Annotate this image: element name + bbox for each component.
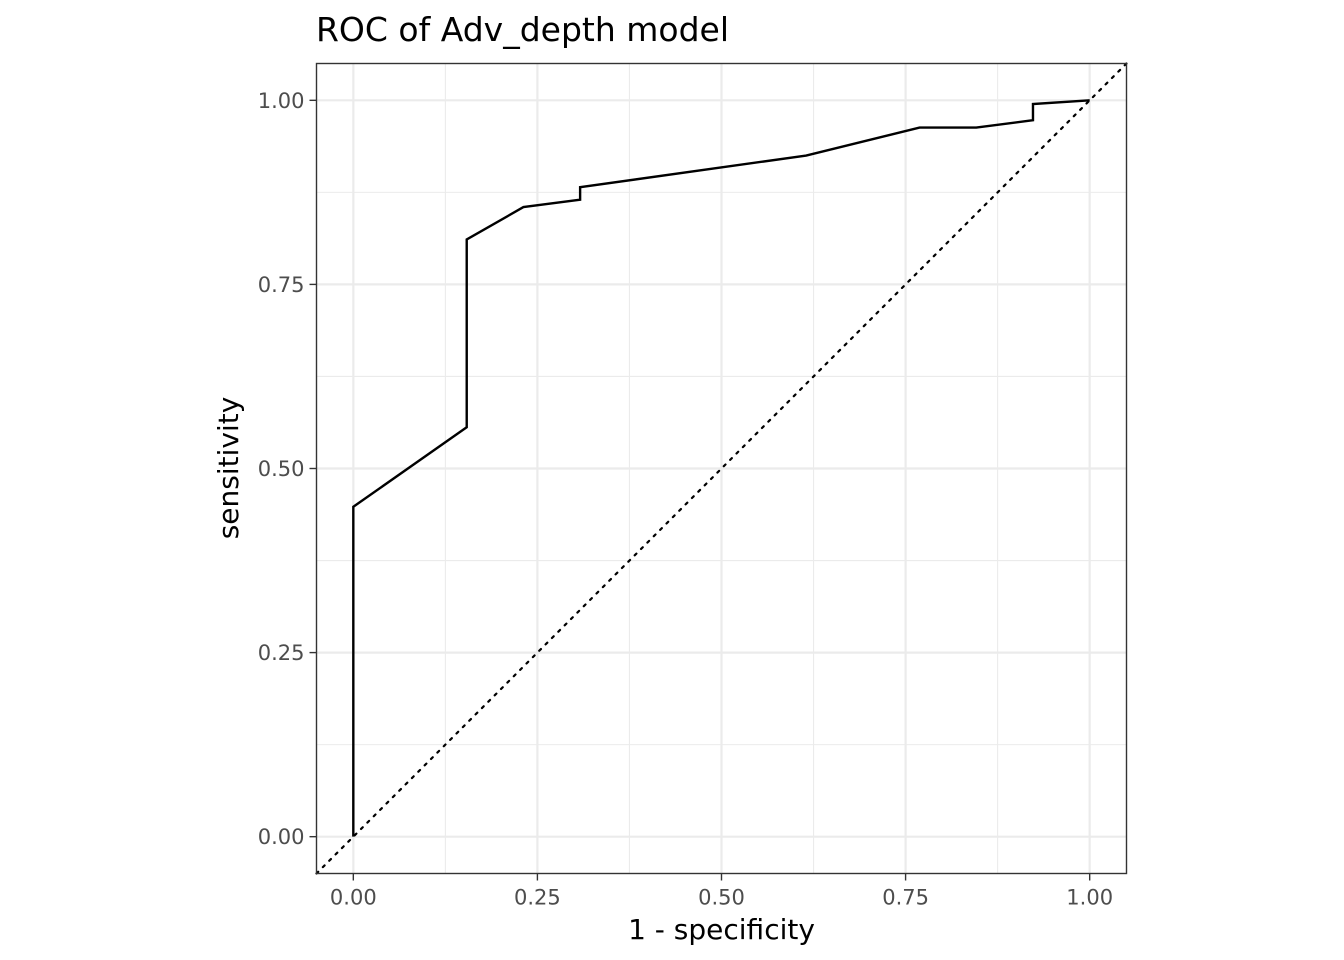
major-gridlines: [316, 63, 1127, 874]
roc-curve-line: [352, 99, 1090, 837]
y-tick-label: 0.00: [258, 825, 305, 849]
y-axis: 0.00 0.25 0.50 0.75 1.00: [258, 89, 317, 849]
series-layer: [315, 62, 1128, 875]
x-axis-title: 1 - specificity: [628, 913, 815, 946]
y-axis-title: sensitivity: [212, 397, 245, 540]
x-tick-label: 0.00: [330, 886, 377, 910]
y-tick-label: 0.50: [258, 457, 305, 481]
reference-diagonal-line: [315, 62, 1128, 875]
x-tick-label: 0.25: [514, 886, 561, 910]
x-tick-label: 0.50: [698, 886, 745, 910]
chart-title: ROC of Adv_depth model: [316, 10, 729, 49]
y-tick-label: 1.00: [258, 89, 305, 113]
x-axis: 0.00 0.25 0.50 0.75 1.00: [330, 873, 1113, 910]
y-tick-label: 0.25: [258, 641, 305, 665]
y-tick-label: 0.75: [258, 273, 305, 297]
x-tick-label: 1.00: [1066, 886, 1113, 910]
x-tick-label: 0.75: [882, 886, 929, 910]
